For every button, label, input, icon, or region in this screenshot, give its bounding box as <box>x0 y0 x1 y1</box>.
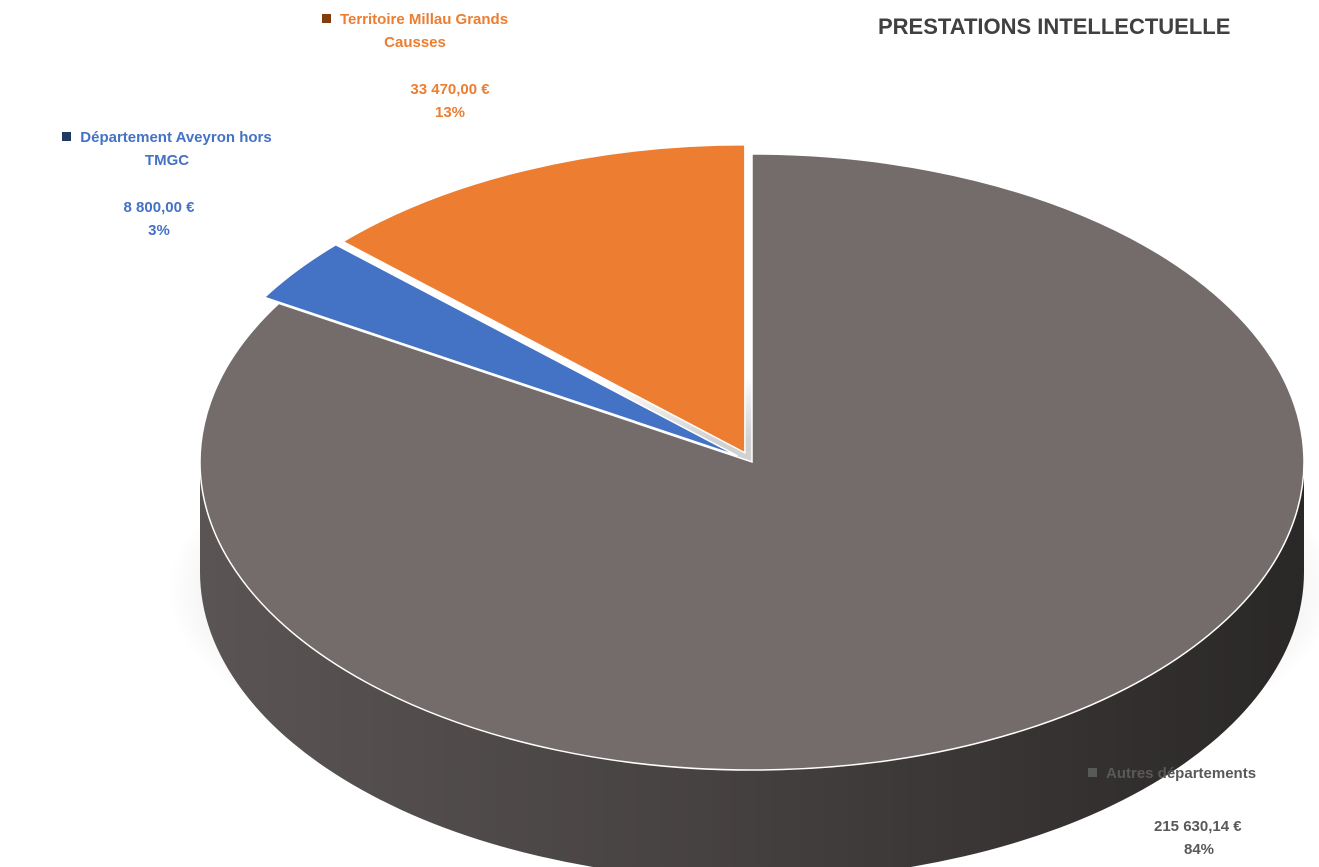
millau-name-line1: Territoire Millau Grands <box>339 11 509 28</box>
slice-territoire-millau-grands-causses <box>341 143 746 454</box>
aveyron-value: 8 800,00 € <box>123 199 195 216</box>
millau-percent: 13% <box>434 104 466 121</box>
slice-departement-aveyron-hors-tmgc <box>263 243 738 457</box>
millau-value: 33 470,00 € <box>410 81 490 98</box>
aveyron-name-line1: Département Aveyron hors <box>80 129 272 146</box>
legend-swatch-millau <box>321 14 331 23</box>
side-autres-departements <box>200 462 1304 867</box>
aveyron-percent: 3% <box>148 222 170 239</box>
autres-percent: 84% <box>1184 841 1215 858</box>
data-label-autres: Autres départements 215 630,14 € 84% <box>1060 762 1319 861</box>
millau-name-line2: Causses <box>384 34 446 51</box>
autres-name: Autres départements <box>1106 765 1257 782</box>
autres-value: 215 630,14 € <box>1154 818 1242 835</box>
legend-swatch-aveyron <box>62 132 72 141</box>
data-label-millau: Territoire Millau Grands Causses 33 470,… <box>260 8 570 124</box>
data-label-aveyron: Département Aveyron hors TMGC 8 800,00 €… <box>12 126 322 242</box>
slice-autres-departements <box>199 153 1305 771</box>
chart-title: PRESTATIONS INTELLECTUELLE <box>878 14 1231 39</box>
legend-swatch-autres <box>1088 768 1097 777</box>
aveyron-name-line2: TMGC <box>144 152 190 169</box>
